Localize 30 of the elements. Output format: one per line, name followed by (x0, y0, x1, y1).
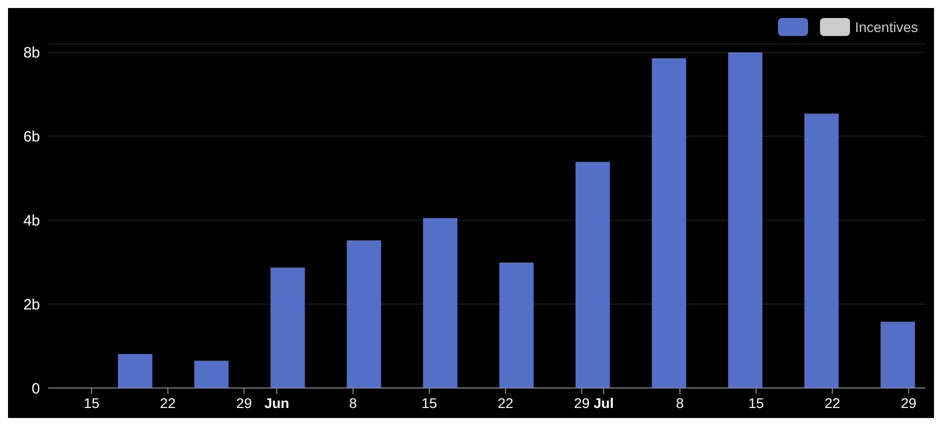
x-tick-label: 22 (824, 395, 840, 411)
bar (880, 322, 915, 388)
bar (728, 52, 762, 388)
bar (194, 360, 229, 388)
x-tick-label: 22 (160, 395, 176, 411)
bar (423, 218, 458, 388)
bar (346, 240, 382, 388)
x-tick-label: 29 (236, 395, 252, 411)
x-tick-label: 8 (676, 395, 684, 411)
x-tick-label: Jun (264, 395, 290, 411)
x-tick-label: 15 (84, 395, 100, 411)
bar (576, 162, 610, 388)
legend-label: Incentives (854, 19, 918, 35)
x-tick-label: 22 (498, 395, 514, 411)
x-tick-label: 15 (422, 395, 438, 411)
y-tick-label: 0 (32, 380, 40, 398)
x-tick-label: 29 (574, 395, 590, 411)
bar (118, 354, 152, 388)
y-tick-label: 6b (23, 128, 40, 146)
y-tick-label: 8b (23, 44, 40, 62)
bar (270, 268, 305, 388)
y-tick-label: 4b (23, 212, 40, 230)
x-tick-label: Jul (594, 395, 614, 411)
x-tick-label: 29 (900, 395, 917, 411)
x-tick-label: 15 (748, 395, 764, 411)
y-tick-label: 2b (23, 296, 40, 314)
x-tick-label: 8 (349, 395, 358, 411)
bar (804, 114, 839, 388)
bar (652, 58, 686, 388)
bar (499, 262, 534, 388)
